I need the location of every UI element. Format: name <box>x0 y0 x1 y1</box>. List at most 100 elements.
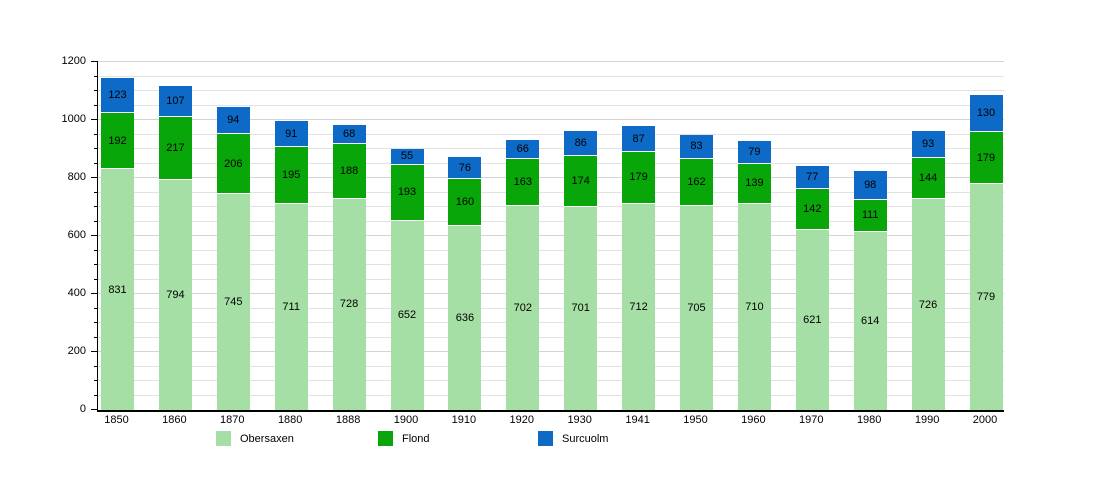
bar-value-label: 193 <box>397 186 417 199</box>
y-axis-tick <box>94 162 98 164</box>
bar-segment-obersaxen: 710 <box>737 204 771 410</box>
bar-segment-flond: 162 <box>680 158 713 206</box>
bar-segment-flond: 111 <box>853 199 887 232</box>
bar-segment-obersaxen: 614 <box>853 231 887 410</box>
bar-segment-obersaxen: 705 <box>680 205 713 410</box>
bar-value-label: 94 <box>227 114 240 127</box>
gridline <box>98 235 1004 236</box>
y-axis-tick <box>94 336 98 338</box>
y-axis-tick <box>94 264 98 265</box>
bar-segment-obersaxen: 831 <box>101 169 134 410</box>
bar-segment-flond: 206 <box>216 134 250 194</box>
bar-value-label: 163 <box>513 176 532 189</box>
gridline <box>98 322 1004 323</box>
bar-segment-surcuolm: 66 <box>506 140 540 160</box>
bar-segment-flond: 144 <box>911 157 945 200</box>
gridline <box>98 148 1004 149</box>
bar-segment-flond: 139 <box>737 163 771 205</box>
bar-segment-obersaxen: 652 <box>390 220 424 410</box>
gridline <box>98 394 1004 396</box>
bar-segment-flond: 179 <box>969 132 1003 185</box>
x-axis-tick-label: 1910 <box>451 414 477 426</box>
x-axis-tick-label: 1930 <box>567 414 592 426</box>
y-axis: 0 200 400 600 800 1000 1200 <box>0 55 98 415</box>
bar-segment-surcuolm: 94 <box>216 106 250 135</box>
bar-segment-obersaxen: 794 <box>158 179 192 410</box>
y-axis-tick <box>94 365 98 367</box>
bar-value-label: 142 <box>803 202 822 215</box>
bar-value-label: 621 <box>803 313 822 326</box>
bar-segment-obersaxen: 728 <box>332 198 366 410</box>
bar-value-label: 66 <box>516 143 529 156</box>
bar-value-label: 179 <box>976 151 996 164</box>
x-axis-tick-label: 1860 <box>162 414 187 426</box>
bar-value-label: 91 <box>285 127 298 140</box>
bar-value-label: 726 <box>918 298 938 311</box>
bar-segment-flond: 142 <box>795 188 829 230</box>
bar-value-label: 779 <box>976 291 996 304</box>
y-axis-tick-label: 600 <box>67 229 86 241</box>
bar-value-label: 68 <box>342 128 356 141</box>
bar-value-label: 745 <box>224 295 243 308</box>
bar-segment-obersaxen: 621 <box>795 229 829 410</box>
legend-entry-surcuolm: Surcuolm <box>538 431 608 446</box>
y-axis-tick-label: 200 <box>67 345 86 357</box>
y-axis-tick <box>94 90 98 91</box>
bar-value-label: 728 <box>339 298 359 311</box>
plot-area: 831 192 123 794 217 107 745 206 94 711 195 91 728 188… <box>97 61 1004 412</box>
bar-value-label: 702 <box>513 302 532 315</box>
bar-segment-surcuolm: 123 <box>101 77 134 114</box>
x-axis-tick-label: 1850 <box>104 414 129 426</box>
bar-segment-surcuolm: 130 <box>969 94 1003 133</box>
y-axis-tick <box>94 220 98 222</box>
bar-value-label: 636 <box>455 311 475 324</box>
bar-segment-flond: 160 <box>448 179 482 226</box>
bar-value-label: 98 <box>864 179 877 192</box>
gridline <box>98 365 1004 367</box>
bar-value-label: 188 <box>339 165 359 178</box>
bar-value-label: 160 <box>455 195 475 208</box>
bar-segment-obersaxen: 779 <box>969 184 1003 410</box>
y-axis-tick <box>94 75 98 77</box>
x-axis-tick-label: 1970 <box>799 414 824 426</box>
gridline <box>98 220 1004 222</box>
y-axis-tick <box>94 249 98 251</box>
bar-value-label: 705 <box>687 301 706 314</box>
bar-segment-surcuolm: 76 <box>448 157 482 180</box>
y-axis-tick <box>91 61 98 62</box>
gridline <box>98 119 1004 120</box>
legend-swatch-surcuolm <box>538 431 553 446</box>
gridline <box>98 191 1004 193</box>
x-axis-tick-label: 1960 <box>741 414 766 426</box>
bar-value-label: 87 <box>632 132 645 145</box>
gridline <box>98 249 1004 251</box>
x-axis: 1850 1860 1870 1880 1888 1900 1910 1920 1930 1941… <box>0 414 1100 430</box>
y-axis-tick-label: 0 <box>79 403 86 415</box>
bar-value-label: 831 <box>108 283 127 296</box>
gridline <box>98 336 1004 338</box>
bar-segment-surcuolm: 79 <box>737 140 771 164</box>
bar-value-label: 139 <box>745 177 764 190</box>
bar-value-label: 712 <box>629 300 648 313</box>
y-axis-tick <box>94 307 98 309</box>
bar-segment-obersaxen: 712 <box>622 203 656 410</box>
y-axis-tick <box>91 351 98 352</box>
bar-segment-flond: 163 <box>506 159 540 207</box>
y-axis-tick <box>91 409 98 410</box>
bar-value-label: 710 <box>745 301 764 314</box>
y-axis-tick <box>94 322 98 323</box>
bar-value-label: 83 <box>690 140 703 153</box>
gridline <box>98 380 1004 381</box>
bar-value-label: 130 <box>976 106 996 119</box>
gridline <box>98 75 1004 77</box>
bar-segment-surcuolm: 98 <box>853 171 887 200</box>
bar-value-label: 93 <box>921 137 935 150</box>
bar-segment-surcuolm: 93 <box>911 130 945 158</box>
bar-segment-obersaxen: 702 <box>506 206 540 410</box>
legend-swatch-obersaxen <box>216 431 231 446</box>
bar-segment-flond: 174 <box>564 156 598 207</box>
legend-label-surcuolm: Surcuolm <box>562 432 609 445</box>
bar-value-label: 123 <box>108 89 127 102</box>
bar-segment-obersaxen: 636 <box>448 225 482 410</box>
